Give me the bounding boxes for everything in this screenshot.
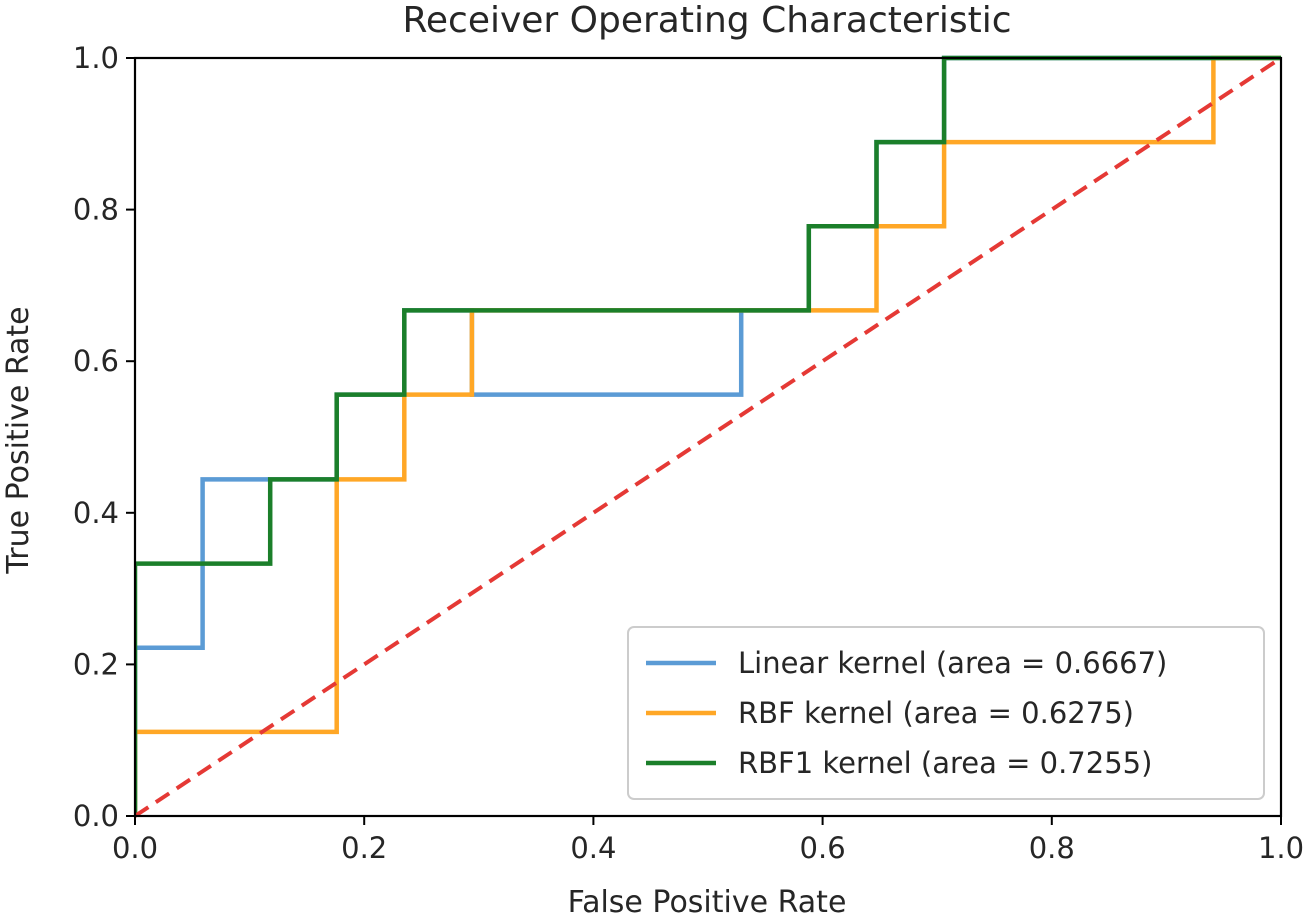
x-tick-label: 1.0 — [1258, 831, 1304, 865]
y-tick-label: 0.0 — [73, 799, 119, 833]
x-tick-label: 0.6 — [800, 831, 846, 865]
y-axis-ticks: 0.0 0.2 0.4 0.6 0.8 1.0 — [73, 41, 135, 833]
x-axis-label: False Positive Rate — [568, 885, 847, 918]
legend-label: RBF kernel (area = 0.6275) — [738, 696, 1134, 730]
x-tick-label: 0.2 — [341, 831, 387, 865]
y-axis-label: True Positive Rate — [1, 306, 36, 574]
x-tick-label: 0.8 — [1029, 831, 1075, 865]
x-tick-label: 0.0 — [112, 831, 158, 865]
reference-diagonal-line — [135, 56, 1283, 818]
y-tick-label: 0.4 — [73, 496, 119, 530]
x-axis-ticks: 0.0 0.2 0.4 0.6 0.8 1.0 — [112, 816, 1304, 865]
series-line-3 — [135, 55, 1281, 816]
y-tick-label: 0.8 — [73, 193, 119, 227]
x-tick-label: 0.4 — [570, 831, 616, 865]
y-tick-label: 1.0 — [73, 41, 119, 75]
plot-area — [135, 55, 1283, 818]
y-tick-label: 0.6 — [73, 344, 119, 378]
legend-box — [627, 626, 1265, 800]
y-tick-label: 0.2 — [73, 647, 119, 681]
legend: Linear kernel (area = 0.6667) RBF kernel … — [627, 626, 1265, 800]
chart-title: Receiver Operating Characteristic — [402, 0, 1011, 41]
legend-label: RBF1 kernel (area = 0.7255) — [738, 746, 1152, 780]
plot-frame — [133, 56, 1283, 818]
legend-label: Linear kernel (area = 0.6667) — [738, 646, 1167, 680]
